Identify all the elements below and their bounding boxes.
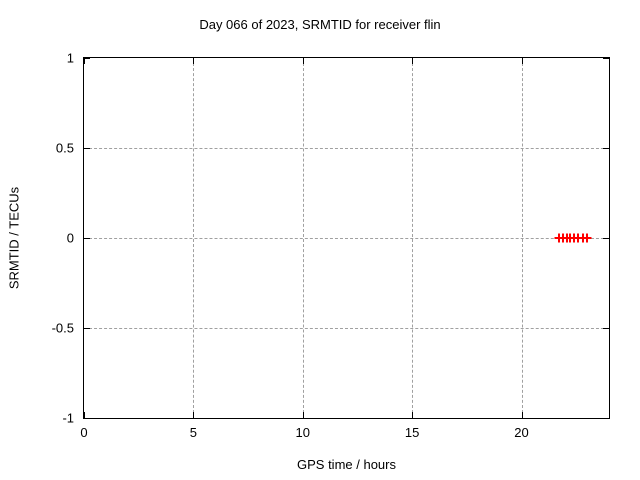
tick-mark [302,412,304,418]
tick-mark [193,412,195,418]
chart-title: Day 066 of 2023, SRMTID for receiver fli… [199,17,441,32]
tick-mark [193,58,195,64]
tick-mark [84,418,90,419]
tick-mark [84,58,85,64]
tick-mark [84,58,90,59]
tick-mark [412,58,414,64]
tick-mark [302,58,304,64]
y-axis-label: SRMTID / TECUs [6,186,22,290]
tick-mark [84,148,90,149]
gridline-horizontal [84,238,609,239]
x-tick-label: 10 [295,425,310,440]
y-tick-label: -0.5 [51,320,74,336]
tick-mark [412,412,414,418]
tick-mark [603,328,609,329]
tick-mark [603,148,609,149]
y-tick-label: 1 [66,50,74,66]
x-axis-label: GPS time / hours [297,457,396,472]
tick-mark [603,418,609,419]
x-tick-label: 20 [514,425,529,440]
tick-mark [84,238,90,239]
tick-mark [84,328,90,329]
tick-mark [521,412,523,418]
tick-mark [84,412,85,418]
y-tick-label: 0.5 [55,140,74,156]
y-tick-label: 0 [66,230,74,246]
gridline-horizontal [84,328,609,329]
tick-mark [603,58,609,59]
plot-area: 0 5 10 15 20 -1 -0.5 0 0.5 1 [52,52,610,439]
x-tick-label: 0 [80,425,88,440]
tick-mark [603,238,609,239]
gridline-horizontal [84,148,609,149]
y-tick-label: -1 [62,410,74,426]
data-point-marker [586,233,589,243]
x-tick-label: 5 [189,425,197,440]
tick-mark [521,58,523,64]
x-tick-label: 15 [404,425,420,440]
